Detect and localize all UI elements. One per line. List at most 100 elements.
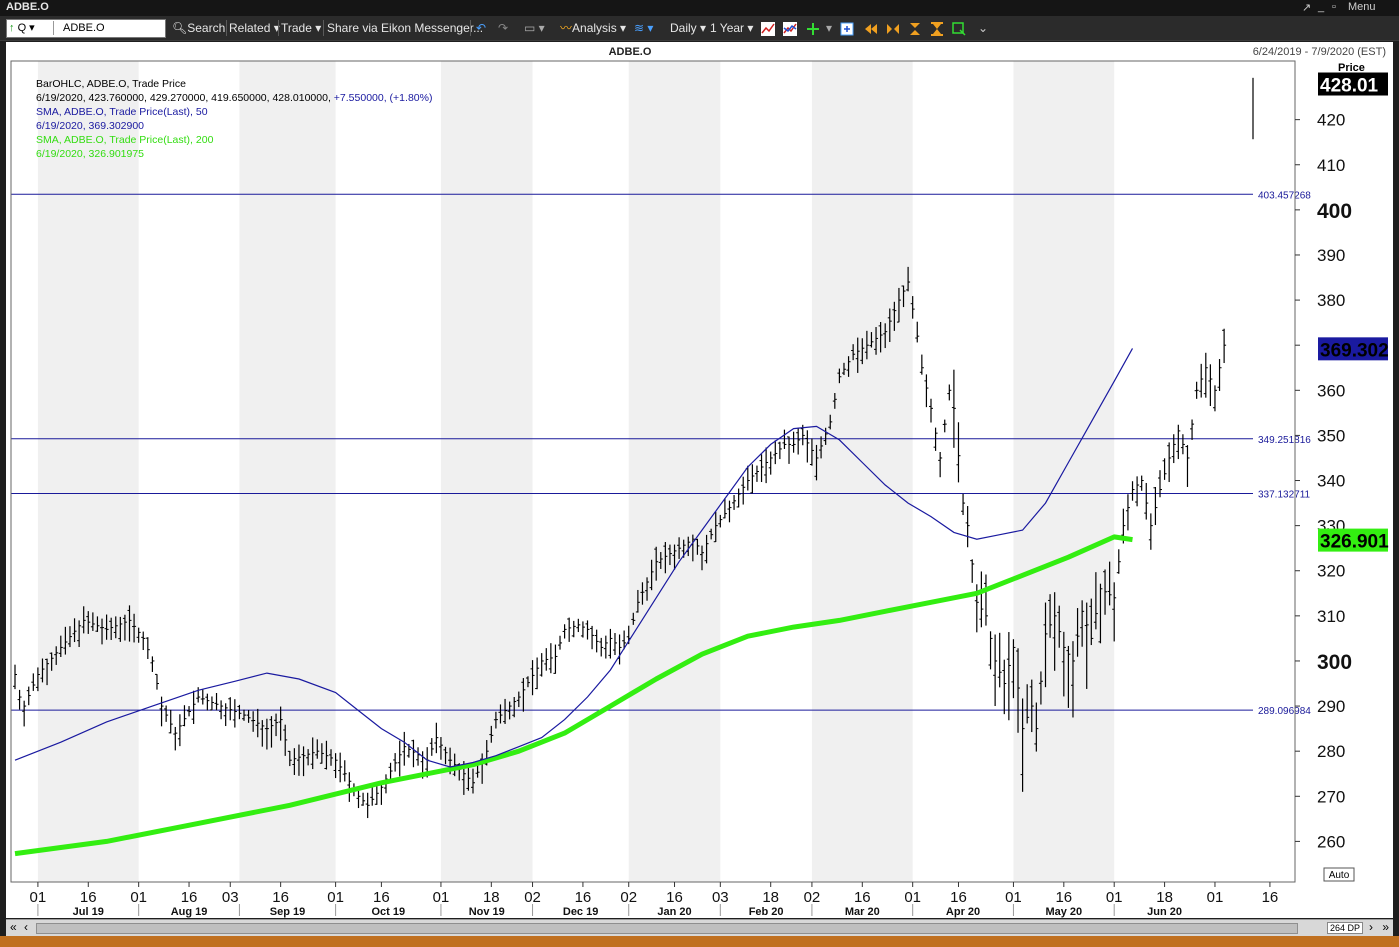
related-label: Related xyxy=(229,21,271,35)
x-month-label: Jul 19 xyxy=(73,906,104,918)
legend-ohlc-values: 6/19/2020, 423.760000, 429.270000, 419.6… xyxy=(36,92,432,104)
x-day-label: 16 xyxy=(1262,889,1279,906)
x-day-label: 01 xyxy=(1005,889,1022,906)
trade-menu[interactable]: Trade ▾ xyxy=(281,21,322,35)
x-day-label: 18 xyxy=(762,889,779,906)
minimize-icon[interactable]: _ xyxy=(1318,1,1325,13)
reference-line-label: 289.096984 xyxy=(1258,706,1311,717)
zoom-icon[interactable] xyxy=(840,20,854,36)
search-button[interactable]: 🔍︎Search xyxy=(172,20,225,36)
legend-ohlc-change: +7.550000, (+1.80%) xyxy=(334,92,433,104)
ticker-box[interactable]: ↑ Q ▾ xyxy=(6,19,166,38)
compare-chart-icon[interactable] xyxy=(783,20,797,36)
y-tick-label: 280 xyxy=(1317,742,1345,761)
crosshair-icon[interactable] xyxy=(806,20,820,36)
toolbar-separator xyxy=(226,20,227,36)
fit-icon[interactable] xyxy=(886,20,900,36)
range-label: 1 Year xyxy=(710,21,745,35)
x-day-label: 16 xyxy=(575,889,592,906)
undo-icon[interactable]: ↶ xyxy=(476,21,487,35)
scroll-left-arrow-icon[interactable]: ‹ xyxy=(24,920,28,934)
y-tick-label: 270 xyxy=(1317,787,1345,806)
interval-label: Daily xyxy=(670,21,697,35)
sma-200-line xyxy=(14,534,1133,857)
search-label: Search xyxy=(187,21,226,35)
horizontal-scrollbar[interactable]: « ‹ 264 DP › » xyxy=(6,919,1393,936)
scroll-right-arrow-icon[interactable]: › xyxy=(1369,920,1373,934)
x-day-label: 16 xyxy=(854,889,871,906)
x-month-label: Jun 20 xyxy=(1147,906,1182,918)
reference-line-label: 349.251816 xyxy=(1258,435,1311,446)
plot-border xyxy=(10,60,1296,883)
y-tick-label: 340 xyxy=(1317,472,1345,491)
price-badge-label: 369.302 xyxy=(1320,340,1389,361)
collapse-icon[interactable] xyxy=(930,20,944,36)
legend-ohlc-numbers: 6/19/2020, 423.760000, 429.270000, 419.6… xyxy=(36,92,331,104)
trade-label: Trade xyxy=(281,21,312,35)
y-tick-label: 260 xyxy=(1317,832,1345,851)
line-chart-icon[interactable] xyxy=(761,20,775,36)
x-day-label: 16 xyxy=(950,889,967,906)
quote-type-label: Q xyxy=(17,22,27,34)
ticker-input[interactable] xyxy=(63,21,161,35)
data-points-count: 264 DP xyxy=(1326,922,1363,934)
y-tick-label: 290 xyxy=(1317,697,1345,716)
draw-options-icon[interactable]: ▾ xyxy=(826,21,833,35)
share-button[interactable]: Share via Eikon Messenger... xyxy=(327,21,484,35)
month-bands xyxy=(37,61,1115,882)
template-icon[interactable]: ▭ ▾ xyxy=(524,21,545,35)
auto-scale-label: Auto xyxy=(1329,870,1350,881)
legend-ohlc-title: BarOHLC, ADBE.O, Trade Price xyxy=(36,78,186,90)
scroll-right-icon[interactable] xyxy=(908,20,922,36)
interval-selector[interactable]: Daily ▾ xyxy=(670,21,707,35)
chart-area[interactable]: ADBE.O 6/24/2019 - 7/9/2020 (EST) 403.45… xyxy=(6,42,1393,918)
auto-scale-button[interactable] xyxy=(1323,867,1355,882)
popout-icon[interactable]: ↗ xyxy=(1302,2,1312,14)
price-axis-label: Price xyxy=(1338,62,1365,74)
price-badge xyxy=(1318,528,1388,552)
x-day-label: 01 xyxy=(904,889,921,906)
reference-line-label: 403.457268 xyxy=(1258,190,1311,201)
range-selector[interactable]: 1 Year ▾ xyxy=(710,21,754,35)
reference-line-label: 337.132711 xyxy=(1258,489,1311,500)
related-menu[interactable]: Related ▾ xyxy=(229,21,280,35)
ohlc-bars xyxy=(13,77,1254,819)
quote-type-selector[interactable]: ↑ Q ▾ xyxy=(9,21,54,35)
x-day-label: 01 xyxy=(30,889,47,906)
menu-button[interactable]: Menu xyxy=(1348,1,1376,13)
scrollbar-thumb[interactable] xyxy=(36,923,1298,934)
x-day-label: 16 xyxy=(80,889,97,906)
overlay-icon[interactable]: ≋ ▾ xyxy=(634,21,654,35)
price-badge xyxy=(1318,337,1388,361)
scroll-end-icon[interactable]: » xyxy=(1382,920,1389,934)
toolbar: ↑ Q ▾ 🔍︎Search Related ▾ Trade ▾ Share v… xyxy=(0,16,1399,41)
select-icon[interactable] xyxy=(952,20,966,36)
redo-icon[interactable]: ↷ xyxy=(498,21,509,35)
ohlc-chart[interactable]: ADBE.O 6/24/2019 - 7/9/2020 (EST) 403.45… xyxy=(6,42,1393,918)
status-strip xyxy=(0,936,1399,947)
x-day-label: 16 xyxy=(181,889,198,906)
x-day-label: 02 xyxy=(620,889,637,906)
analysis-menu[interactable]: 〰Analysis ▾ xyxy=(560,21,627,35)
scroll-left-icon[interactable] xyxy=(864,20,878,36)
x-day-label: 01 xyxy=(1106,889,1123,906)
legend: BarOHLC, ADBE.O, Trade Price 6/19/2020, … xyxy=(36,78,432,160)
x-day-label: 03 xyxy=(222,889,239,906)
title-bar: ADBE.O ↗ _ ▫ Menu xyxy=(0,0,1399,16)
date-range: 6/24/2019 - 7/9/2020 (EST) xyxy=(1253,46,1386,58)
legend-sma50-value: 6/19/2020, 369.302900 xyxy=(36,120,144,132)
window-title: ADBE.O xyxy=(6,1,49,13)
x-day-label: 01 xyxy=(130,889,147,906)
x-month-label: Feb 20 xyxy=(749,906,784,918)
x-month-label: Aug 19 xyxy=(171,906,208,918)
x-day-label: 16 xyxy=(1055,889,1072,906)
x-month-label: Oct 19 xyxy=(371,906,405,918)
x-day-label: 03 xyxy=(712,889,729,906)
scroll-start-icon[interactable]: « xyxy=(10,920,17,934)
y-tick-label: 320 xyxy=(1317,562,1345,581)
more-tools-icon[interactable]: ⌄ xyxy=(978,21,989,35)
y-tick-label: 420 xyxy=(1317,111,1345,130)
y-tick-label: 390 xyxy=(1317,246,1345,265)
maximize-icon[interactable]: ▫ xyxy=(1332,1,1336,13)
